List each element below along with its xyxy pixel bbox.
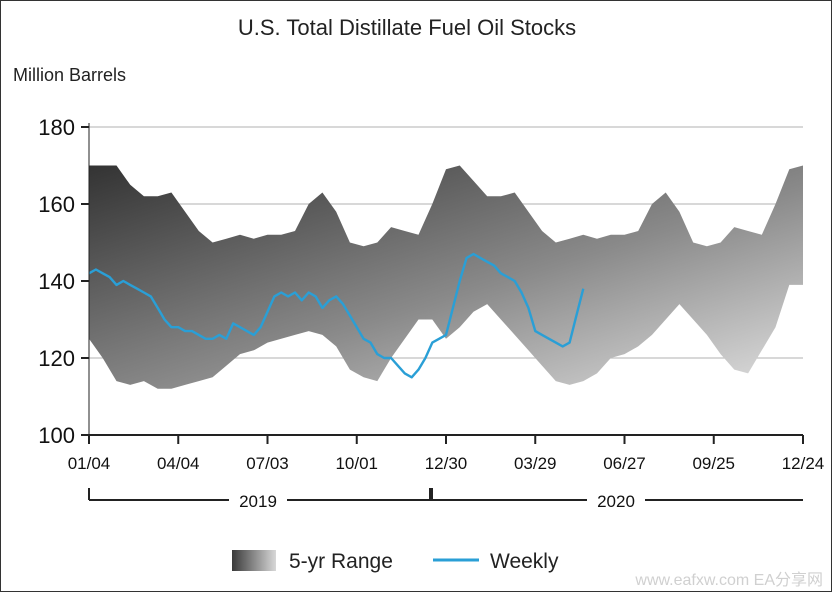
y-tick-labels: 180 160 140 120 100 [38, 115, 89, 448]
year-label-2020: 2020 [597, 492, 635, 511]
x-tick-label: 07/03 [246, 454, 289, 473]
y-tick-label: 180 [38, 115, 75, 140]
range-band-area [89, 165, 803, 389]
watermark: www.eafxw.com EA分享网 [634, 571, 823, 589]
y-tick-label: 100 [38, 423, 75, 448]
x-tick-label: 12/30 [425, 454, 468, 473]
x-tick-label: 06/27 [603, 454, 646, 473]
weekly-line [88, 252, 585, 379]
x-tick-label: 01/04 [68, 454, 111, 473]
x-tick-labels: 01/04 04/04 07/03 10/01 12/30 03/29 06/27 09/25… [68, 435, 825, 473]
range-band-layer [89, 165, 803, 389]
year-axis: 2019 2020 [88, 488, 803, 511]
y-tick-label: 140 [38, 269, 75, 294]
weekly-line-layer [88, 252, 585, 379]
y-axis-label: Million Barrels [13, 65, 126, 85]
x-tick-label: 03/29 [514, 454, 557, 473]
year-label-bg-2020 [587, 490, 645, 510]
chart-title: U.S. Total Distillate Fuel Oil Stocks [238, 15, 576, 40]
x-tick-label: 04/04 [157, 454, 200, 473]
legend-swatch-range [232, 550, 276, 571]
year-label-bg-2019 [229, 490, 287, 510]
legend: 5-yr Range Weekly [232, 550, 559, 573]
legend-label-range: 5-yr Range [289, 550, 393, 573]
year-label-2019: 2019 [239, 492, 277, 511]
x-tick-label: 09/25 [692, 454, 735, 473]
y-tick-label: 160 [38, 192, 75, 217]
legend-label-weekly: Weekly [490, 550, 559, 573]
y-tick-label: 120 [38, 346, 75, 371]
x-tick-label: 10/01 [335, 454, 378, 473]
x-tick-label: 12/24 [782, 454, 825, 473]
